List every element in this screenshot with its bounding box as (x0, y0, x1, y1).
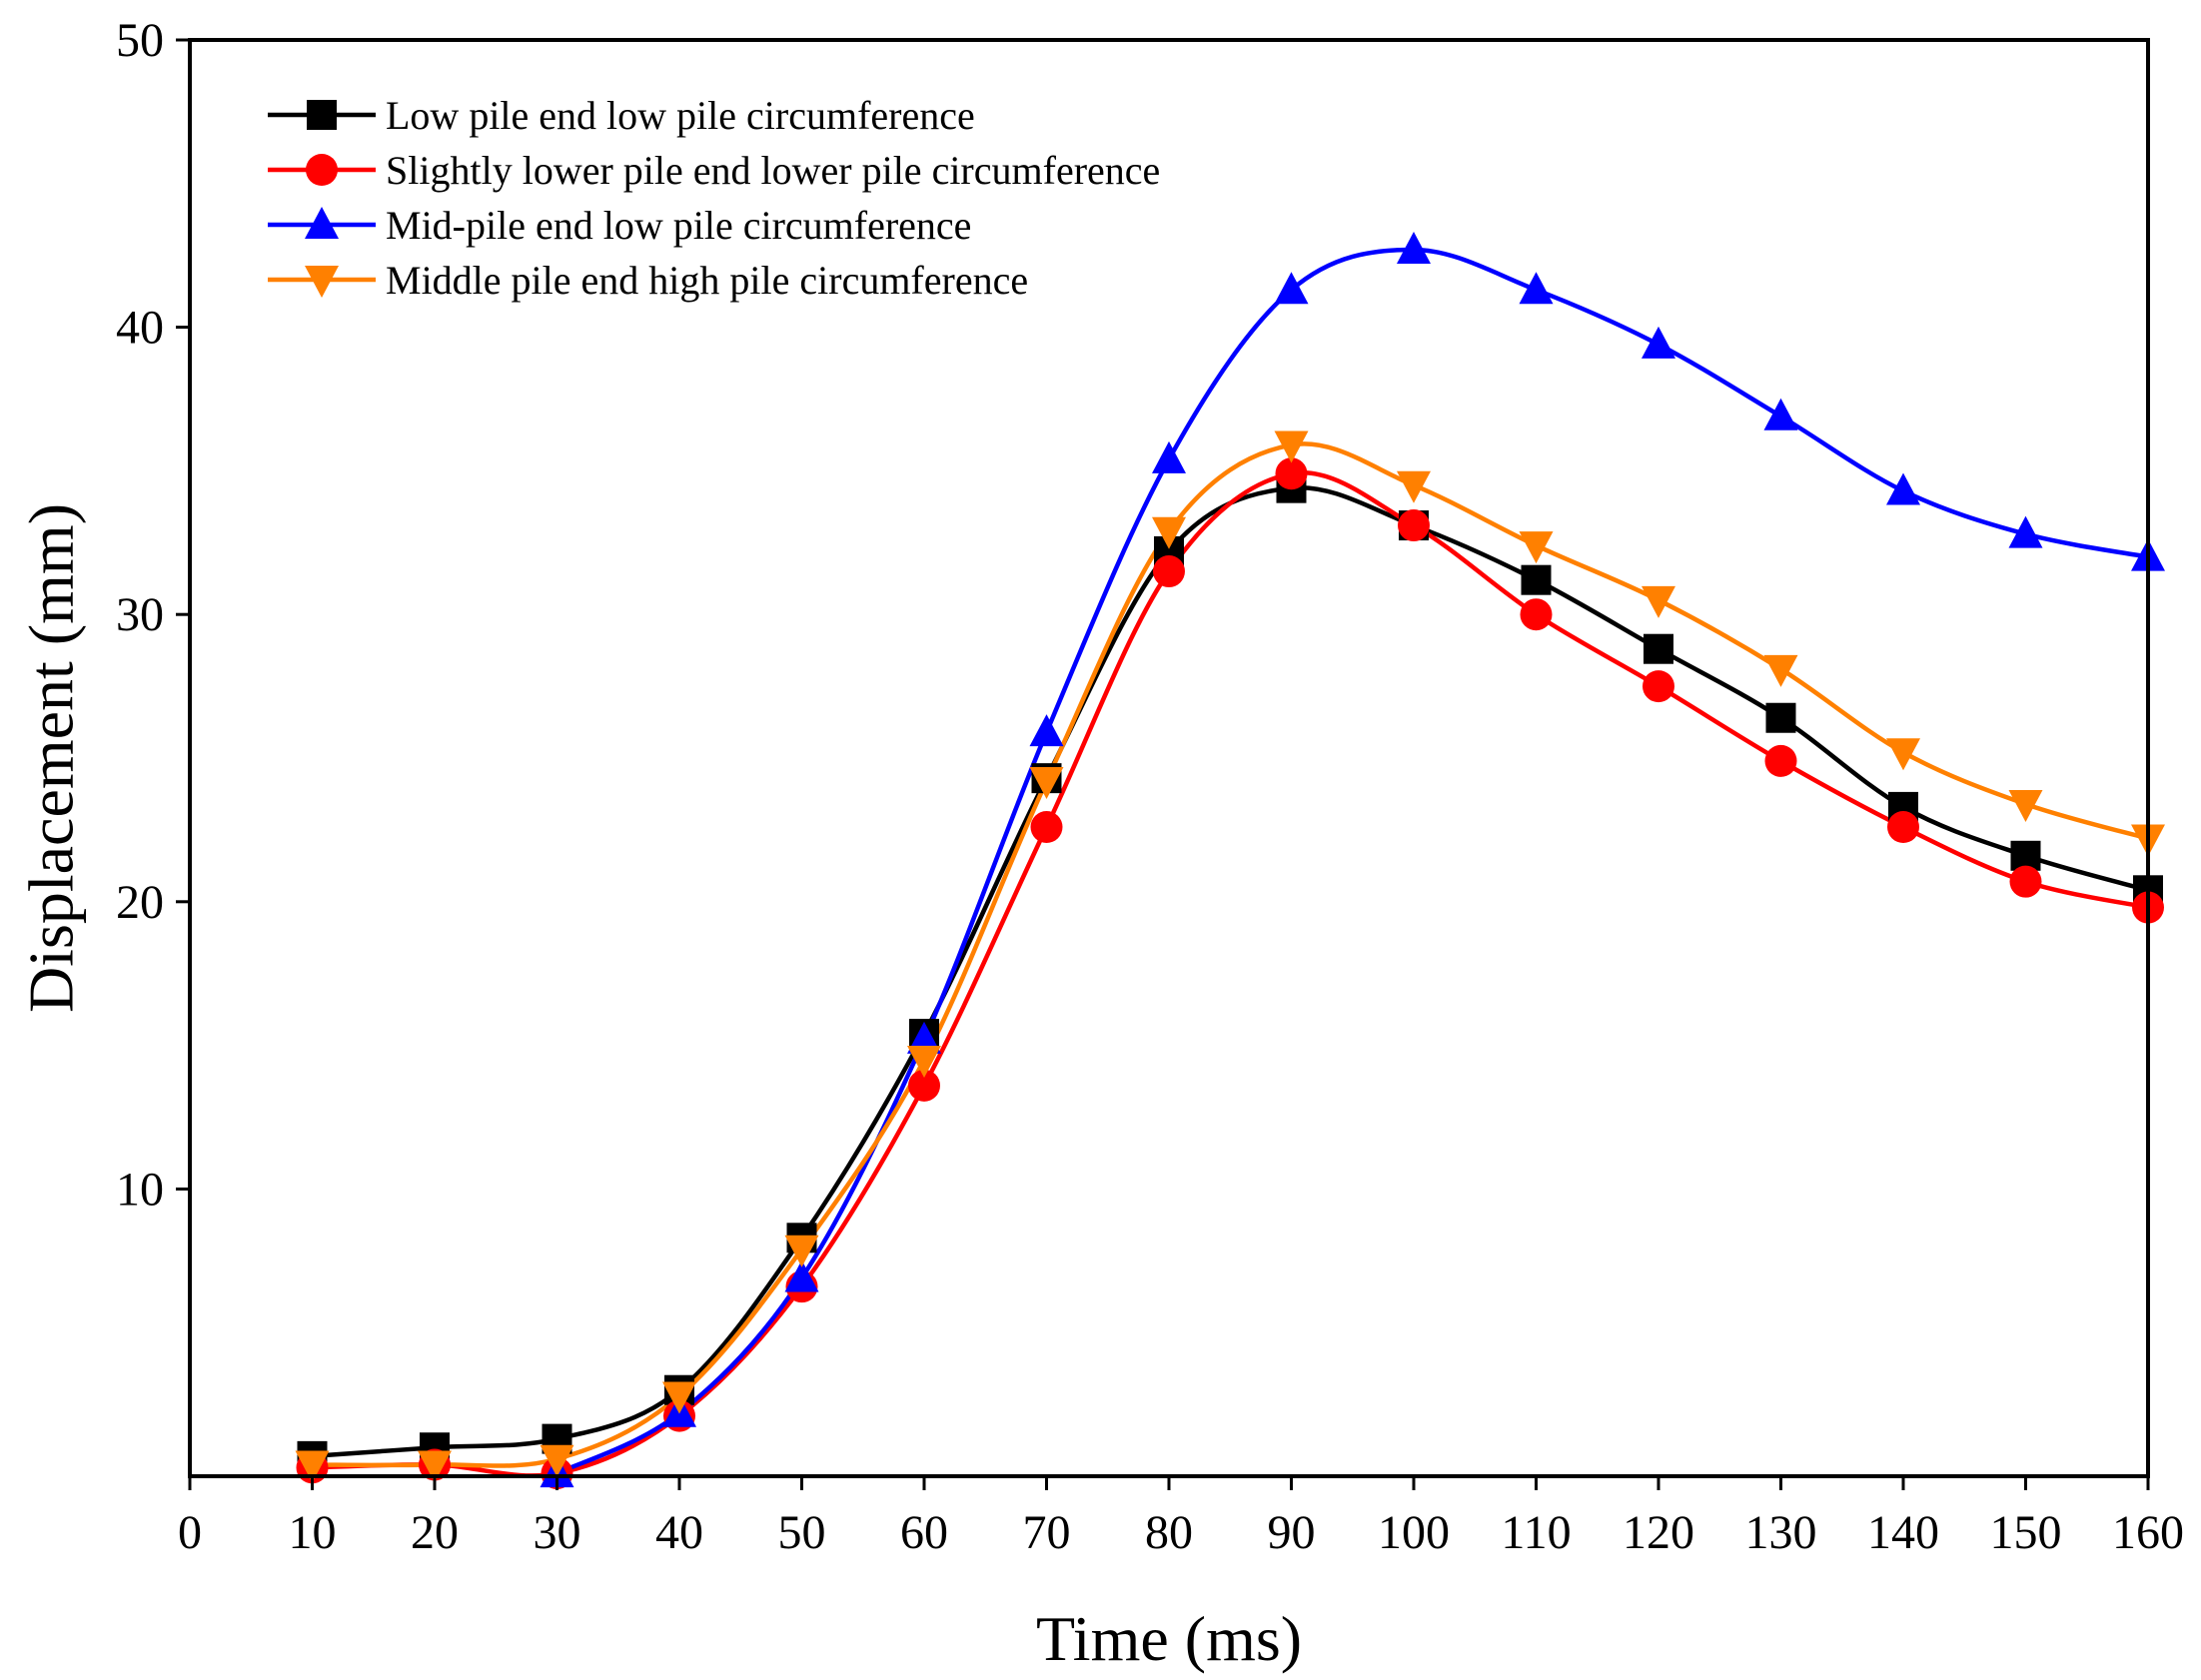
data-point (1886, 738, 1920, 771)
data-point (1152, 440, 1186, 473)
y-tick-label: 30 (116, 588, 164, 641)
data-point (1643, 670, 1674, 703)
data-point (784, 1260, 819, 1292)
data-point (1152, 516, 1186, 549)
legend-marker (305, 207, 339, 239)
legend-item: Middle pile end high pile circumference (268, 258, 1028, 303)
data-point (1274, 430, 1309, 463)
plot-area-frame (188, 38, 2150, 1478)
x-tick-label: 70 (1023, 1506, 1071, 1559)
series-lines (310, 247, 2151, 1478)
data-point (2009, 865, 2042, 898)
x-tick-label: 160 (2112, 1506, 2184, 1559)
data-point (1398, 509, 1430, 542)
x-tick-label: 80 (1145, 1506, 1193, 1559)
y-tick-label: 40 (116, 302, 164, 355)
series-line-3 (554, 247, 2151, 1476)
y-tick-label: 50 (116, 14, 164, 67)
data-point (1644, 633, 1673, 664)
data-point (1642, 585, 1675, 618)
x-tick-label: 50 (778, 1506, 826, 1559)
legend-label: Low pile end low pile circumference (386, 93, 975, 138)
x-tick-label: 130 (1745, 1506, 1817, 1559)
y-axis-title: Displacement (mm) (16, 503, 87, 1013)
legend-marker (305, 266, 339, 298)
data-point (1763, 398, 1798, 430)
data-point (1521, 564, 1552, 595)
y-tick-label: 10 (116, 1163, 164, 1216)
legend-item: Mid-pile end low pile circumference (268, 203, 971, 248)
x-tick-label: 10 (289, 1506, 337, 1559)
data-point (662, 1381, 696, 1414)
data-point (907, 1021, 941, 1054)
x-tick-label: 110 (1501, 1506, 1571, 1559)
data-point (1153, 555, 1185, 588)
data-point (418, 1450, 452, 1483)
data-point (1519, 531, 1554, 564)
data-point (908, 1069, 940, 1102)
y-tick-label: 20 (116, 876, 164, 929)
x-tick-label: 30 (534, 1506, 581, 1559)
x-tick-label: 100 (1378, 1506, 1450, 1559)
legend-label: Middle pile end high pile circumference (386, 258, 1028, 303)
data-point (1029, 714, 1064, 747)
data-point (1519, 272, 1554, 305)
data-point (1029, 767, 1064, 800)
data-point (1397, 470, 1431, 503)
x-tick-label: 40 (655, 1506, 703, 1559)
legend-item: Slightly lower pile end lower pile circu… (268, 148, 1160, 193)
series-line-2 (310, 469, 2151, 1478)
data-point (907, 1045, 941, 1078)
data-point (2008, 790, 2043, 823)
x-tick-label: 120 (1623, 1506, 1694, 1559)
x-axis-title: Time (ms) (1036, 1603, 1302, 1674)
x-tick-label: 140 (1867, 1506, 1939, 1559)
data-point (2008, 515, 2043, 548)
x-tick-label: 0 (178, 1506, 202, 1559)
data-point (1887, 811, 1919, 844)
x-tick-label: 60 (900, 1506, 948, 1559)
data-point (295, 1450, 330, 1483)
x-tick-label: 90 (1268, 1506, 1316, 1559)
legend: Low pile end low pile circumference Sligh… (268, 93, 1160, 303)
legend-item: Low pile end low pile circumference (268, 93, 975, 138)
legend-label: Slightly lower pile end lower pile circu… (386, 148, 1160, 193)
data-point (1520, 598, 1553, 631)
legend-marker (306, 154, 338, 186)
data-point (1275, 457, 1308, 490)
axis-ticks (176, 38, 2150, 1490)
x-tick-label: 150 (1990, 1506, 2062, 1559)
legend-marker (307, 100, 337, 130)
data-point (1274, 272, 1309, 305)
series-markers (295, 231, 2165, 1490)
data-point (1030, 811, 1063, 844)
series-line-1 (310, 484, 2151, 1459)
series-line-4 (310, 441, 2151, 1468)
data-point (1764, 744, 1797, 777)
data-point (784, 1235, 819, 1267)
legend-label: Mid-pile end low pile circumference (386, 203, 971, 248)
data-point (540, 1444, 574, 1477)
axis-tick-labels: 0 10 20 30 40 50 60 70 80 90 100 110 120 130 140 150 160… (116, 14, 2184, 1559)
x-tick-label: 20 (411, 1506, 459, 1559)
data-point (1397, 231, 1431, 264)
data-point (1642, 326, 1675, 359)
data-point (1765, 702, 1796, 733)
data-point (1763, 654, 1798, 687)
data-point (1886, 472, 1920, 505)
